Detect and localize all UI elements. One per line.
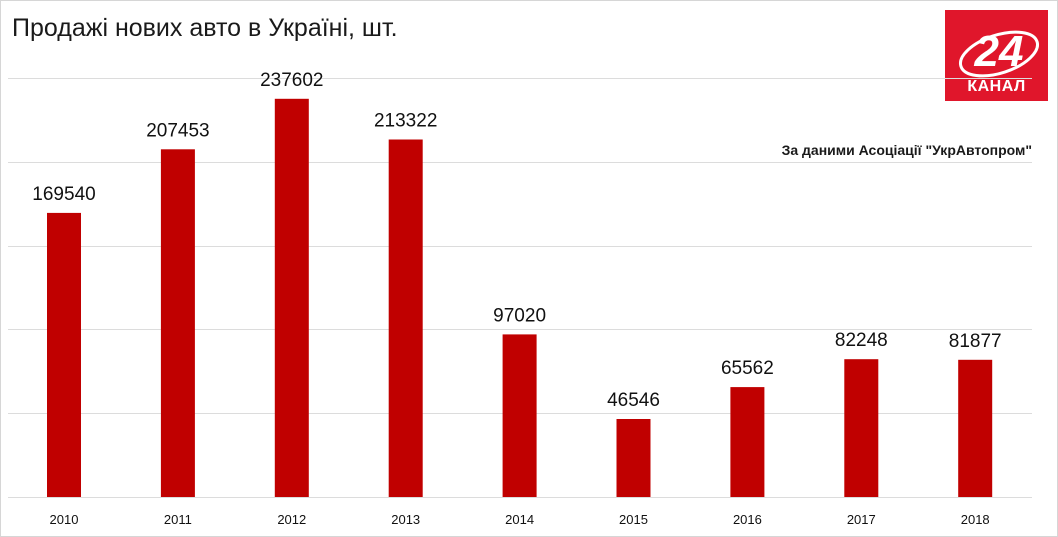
x-tick-2017: 2017 xyxy=(847,512,876,527)
value-labels-group: 169540 207453 237602 213322 97020 46546 65562 8… xyxy=(32,70,1001,411)
bar-2011 xyxy=(160,149,195,498)
x-tick-2018: 2018 xyxy=(961,512,990,527)
logo-number: 24 xyxy=(974,27,1024,76)
x-tick-2014: 2014 xyxy=(505,512,534,527)
value-label-2011: 207453 xyxy=(146,120,209,141)
value-label-2014: 97020 xyxy=(493,305,546,326)
chart-title: Продажі нових авто в Україні, шт. xyxy=(12,14,398,42)
bars-group xyxy=(47,98,993,498)
bar-2012 xyxy=(274,98,309,498)
x-tick-2012: 2012 xyxy=(277,512,306,527)
x-tick-2010: 2010 xyxy=(50,512,79,527)
logo-emblem-icon: 24 xyxy=(959,27,1039,78)
value-label-2018: 81877 xyxy=(949,331,1002,352)
x-tick-2011: 2011 xyxy=(164,512,192,527)
value-label-2016: 65562 xyxy=(721,358,774,379)
value-label-2017: 82248 xyxy=(835,330,888,351)
bar-2010 xyxy=(47,212,81,497)
bar-2018 xyxy=(958,359,993,497)
x-tick-2013: 2013 xyxy=(391,512,420,527)
value-label-2013: 213322 xyxy=(374,111,437,132)
bar-2017 xyxy=(844,359,879,497)
x-tick-labels-group: 2010 2011 2012 2013 2014 2015 2016 2017 2018 xyxy=(50,512,990,527)
logo-caption: КАНАЛ xyxy=(967,78,1026,95)
data-source-note: За даними Асоціації "УкрАвтопром" xyxy=(781,142,1032,158)
value-label-2015: 46546 xyxy=(607,390,660,411)
x-tick-2016: 2016 xyxy=(733,512,762,527)
bar-2014 xyxy=(502,334,537,497)
value-label-2012: 237602 xyxy=(260,70,323,91)
value-label-2010: 169540 xyxy=(32,184,95,205)
bar-2016 xyxy=(730,387,765,497)
bar-2015 xyxy=(616,419,651,497)
bar-2013 xyxy=(388,139,423,497)
x-tick-2015: 2015 xyxy=(619,512,648,527)
channel-logo: 24 КАНАЛ xyxy=(945,10,1048,101)
